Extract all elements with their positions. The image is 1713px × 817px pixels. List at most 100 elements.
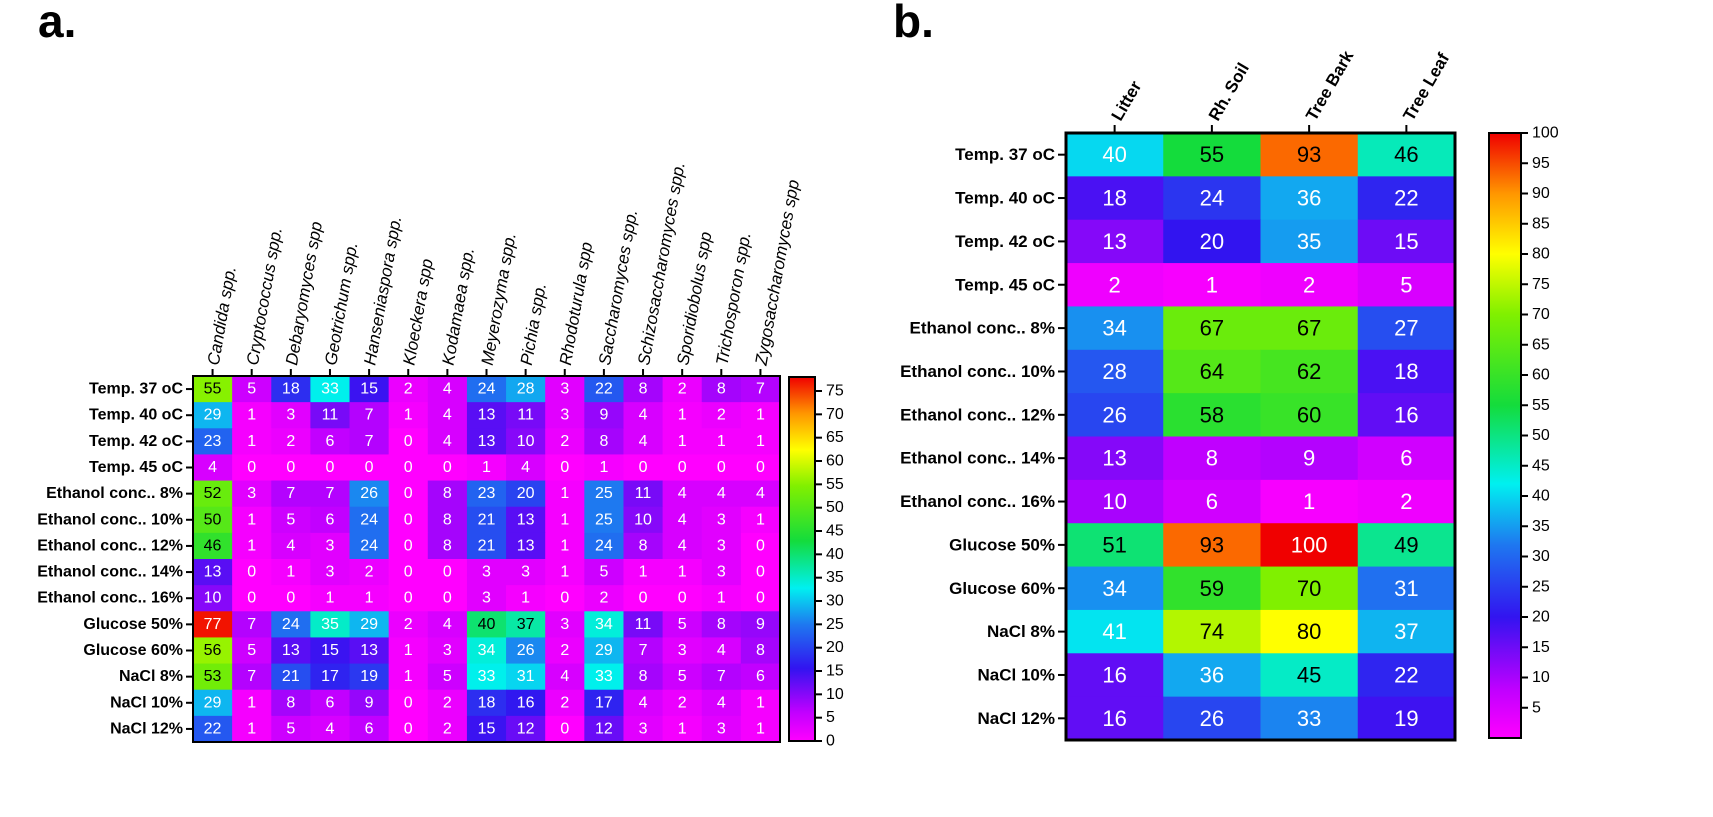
cell-value-label: 1 [756,433,765,450]
column-label-zygosaccharomyces-spp: Zygosaccharomyces spp [751,178,803,367]
heatmap-cell [545,611,585,639]
cell-value-label: 1 [365,590,374,607]
heatmap-cell [232,454,272,482]
cell-value-label: 13 [478,407,496,424]
heatmap-cell [662,506,703,534]
colorbar-tick-label: 45 [1532,457,1550,474]
cell-value-label: 13 [517,537,535,554]
cell-value-label: 0 [639,590,648,607]
cell-value-label: 74 [1200,619,1224,644]
heatmap-cell [1163,349,1262,394]
cell-value-label: 41 [1102,619,1126,644]
row-label-nacl-10: NaCl 10% [110,694,183,711]
heatmap-cell [466,454,507,482]
cell-value-label: 37 [1394,619,1418,644]
cell-value-label: 53 [204,668,222,685]
heatmap-cell [1357,219,1456,264]
colorbar-tick-label: 55 [826,476,844,493]
cell-value-label: 9 [599,407,608,424]
heatmap-cell [1066,219,1164,264]
heatmap-cell [388,532,429,560]
row-label-nacl-10: NaCl 10% [978,665,1055,684]
cell-value-label: 2 [560,433,569,450]
heatmap-cell [623,376,664,403]
cell-value-label: 7 [247,616,256,633]
heatmap-cell [584,585,625,612]
colorbar-tick-label: 5 [826,709,835,726]
heatmap-cell [1066,263,1164,308]
cell-value-label: 3 [326,537,335,554]
heatmap-cell [623,663,664,691]
cell-value-label: 12 [595,720,613,737]
heatmap-cell [701,480,742,508]
cell-value-label: 20 [1200,229,1224,254]
heatmap-cell [662,532,703,560]
cell-value-label: 1 [1303,489,1315,514]
cell-value-label: 10 [517,433,535,450]
heatmap-cell [506,715,546,743]
colorbar-tick-label: 85 [1532,215,1550,232]
cell-value-label: 22 [595,381,613,398]
heatmap-cell [388,715,429,743]
cell-value-label: 1 [1206,272,1218,297]
cell-value-label: 0 [756,590,765,607]
cell-value-label: 11 [517,407,534,424]
heatmap-cell [466,585,507,612]
colorbar-tick-label: 35 [1532,518,1550,535]
heatmap-cell [388,611,429,639]
heatmap-cell [1357,393,1456,438]
heatmap-cell [740,611,781,639]
heatmap-cell [310,715,351,743]
colorbar-tick-label: 75 [1532,276,1550,293]
heatmap-cell [232,402,272,429]
heatmap-cell [584,611,625,639]
heatmap-cell [310,480,351,508]
row-label-nacl-8: NaCl 8% [987,622,1055,641]
cell-value-label: 34 [595,616,613,633]
heatmap-cell [388,454,429,482]
heatmap-cell [701,637,742,665]
row-label-temp-45-oc: Temp. 45 oC [955,275,1055,294]
cell-value-label: 24 [360,537,378,554]
cell-value-label: 26 [360,485,378,502]
heatmap-cell [1163,523,1262,568]
heatmap-cell [740,454,781,482]
cell-value-label: 80 [1297,619,1321,644]
cell-value-label: 0 [560,459,569,476]
colorbar-gradient [788,376,816,742]
heatmap-cell [232,611,272,639]
heatmap-cell [1163,436,1262,481]
cell-value-label: 7 [639,642,648,659]
colorbar-tick-label: 10 [826,686,844,703]
cell-value-label: 1 [678,433,687,450]
cell-value-label: 0 [443,590,452,607]
cell-value-label: 3 [717,511,726,528]
cell-value-label: 1 [756,511,765,528]
heatmap-cell [271,376,311,403]
heatmap-cell [1357,436,1456,481]
heatmap-cell [1066,436,1164,481]
heatmap-cell [466,506,507,534]
heatmap-cell [740,376,781,403]
heatmap-cell [193,637,233,665]
heatmap-cell [623,532,664,560]
cell-value-label: 4 [443,616,452,633]
heatmap-cell [466,402,507,429]
heatmap-cell [427,532,468,560]
cell-value-label: 22 [204,720,222,737]
cell-value-label: 0 [404,694,413,711]
heatmap-cell [310,506,351,534]
heatmap-cell [271,454,311,482]
cell-value-label: 0 [404,511,413,528]
heatmap-cell [349,402,390,429]
cell-value-label: 3 [286,407,295,424]
cell-value-label: 3 [560,381,569,398]
heatmap-cell [388,376,429,403]
cell-value-label: 25 [595,485,613,502]
heatmap-cell [310,532,351,560]
cell-value-label: 2 [365,564,374,581]
cell-value-label: 5 [678,616,687,633]
heatmap-cell [271,428,311,456]
heatmap-cell [1357,349,1456,394]
cell-value-label: 34 [1102,576,1126,601]
